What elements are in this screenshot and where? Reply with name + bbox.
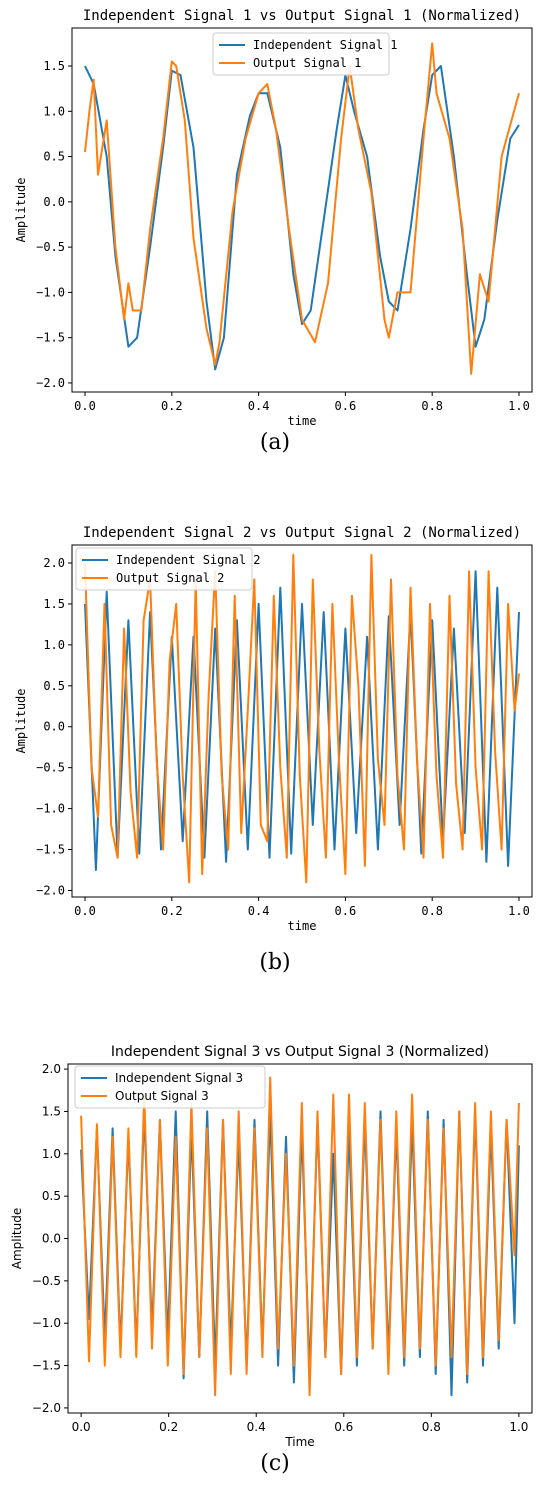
legend-label-b-1: Independent Signal 2 (116, 553, 261, 567)
legend-label-a-1: Independent Signal 1 (253, 38, 398, 52)
y-tick-label-c-2: −1.0 (32, 1316, 61, 1330)
x-tick-label-c-5: 1.0 (509, 1420, 528, 1434)
chart-b: Independent Signal 2 vs Output Signal 2 … (14, 525, 533, 933)
x-tick-label-b-5: 1.0 (508, 904, 530, 918)
x-tick-label-a-1: 0.2 (161, 399, 183, 413)
caption-a: (a) (259, 430, 291, 455)
axes-frame-a (71, 27, 533, 393)
figure-panel-c: Independent Signal 3 vs Output Signal 3 … (0, 1023, 550, 1499)
x-tick-label-a-5: 1.0 (508, 399, 530, 413)
x-axis-label-b: time (288, 919, 317, 933)
axes-frame-b (71, 544, 533, 898)
y-tick-label-b-6: 1.0 (43, 638, 65, 652)
y-tick-label-a-0: −2.0 (36, 376, 65, 390)
figure-panel-a: Independent Signal 1 vs Output Signal 1 … (0, 0, 550, 470)
legend-label-b-2: Output Signal 2 (116, 571, 224, 585)
y-tick-label-a-7: 1.5 (43, 59, 65, 73)
legend-b (75, 547, 253, 591)
y-tick-label-b-1: −1.5 (36, 843, 65, 857)
y-tick-label-b-7: 1.5 (43, 597, 65, 611)
series-line-b-2 (84, 553, 520, 884)
x-tick-label-b-1: 0.2 (161, 904, 183, 918)
x-tick-label-b-0: 0.0 (74, 904, 96, 918)
y-tick-label-c-0: −2.0 (32, 1401, 61, 1415)
x-axis-label-a: time (288, 414, 317, 428)
y-tick-label-b-2: −1.0 (36, 802, 65, 816)
y-axis-label-b: Amplitude (14, 688, 28, 753)
x-axis-label-c: Time (284, 1435, 314, 1449)
y-tick-label-a-4: 0.0 (43, 195, 65, 209)
y-tick-label-a-5: 0.5 (43, 150, 65, 164)
plot-area-b (84, 553, 520, 884)
y-tick-label-a-3: −0.5 (36, 240, 65, 254)
series-line-c-2 (80, 1076, 520, 1397)
y-tick-label-c-7: 1.5 (42, 1104, 61, 1118)
y-tick-label-b-8: 2.0 (43, 556, 65, 570)
chart-c: Independent Signal 3 vs Output Signal 3 … (10, 1044, 533, 1449)
legend-a (212, 32, 390, 76)
x-tick-label-a-0: 0.0 (74, 399, 96, 413)
chart-title-a: Independent Signal 1 vs Output Signal 1 … (83, 8, 521, 24)
y-tick-label-c-6: 1.0 (42, 1147, 61, 1161)
y-tick-label-a-2: −1.0 (36, 285, 65, 299)
x-tick-label-c-3: 0.6 (334, 1420, 353, 1434)
y-tick-label-c-4: 0.0 (42, 1232, 61, 1246)
chart-a: Independent Signal 1 vs Output Signal 1 … (14, 8, 533, 428)
y-tick-label-c-1: −1.5 (32, 1359, 61, 1373)
x-tick-label-b-4: 0.8 (421, 904, 443, 918)
x-tick-label-c-0: 0.0 (72, 1420, 91, 1434)
chart-title-b: Independent Signal 2 vs Output Signal 2 … (83, 525, 521, 541)
y-tick-label-c-5: 0.5 (42, 1189, 61, 1203)
y-tick-label-a-1: −1.5 (36, 331, 65, 345)
caption-b: (b) (259, 950, 291, 975)
series-line-a-1 (84, 65, 520, 371)
y-tick-label-c-8: 2.0 (42, 1062, 61, 1076)
y-tick-label-c-3: −0.5 (32, 1274, 61, 1288)
x-tick-label-b-2: 0.4 (248, 904, 270, 918)
figure-panel-b: Independent Signal 2 vs Output Signal 2 … (0, 503, 550, 983)
x-tick-label-c-1: 0.2 (159, 1420, 178, 1434)
x-tick-label-c-4: 0.8 (422, 1420, 441, 1434)
y-axis-label-a: Amplitude (14, 177, 28, 242)
x-tick-label-a-3: 0.6 (335, 399, 357, 413)
x-tick-label-c-2: 0.4 (247, 1420, 266, 1434)
legend-label-a-2: Output Signal 1 (253, 56, 361, 70)
legend-label-c-1: Independent Signal 3 (115, 1071, 243, 1085)
legend-label-c-2: Output Signal 3 (115, 1089, 209, 1103)
x-tick-label-b-3: 0.6 (335, 904, 357, 918)
y-axis-label-c: Amplitude (10, 1208, 24, 1270)
caption-c: (c) (260, 1451, 290, 1476)
plot-area-a (84, 42, 520, 375)
y-tick-label-b-3: −0.5 (36, 761, 65, 775)
y-tick-label-b-5: 0.5 (43, 679, 65, 693)
legend-c (74, 1065, 266, 1109)
plot-area-c (80, 1076, 520, 1397)
y-tick-label-a-6: 1.0 (43, 104, 65, 118)
x-tick-label-a-2: 0.4 (248, 399, 270, 413)
x-tick-label-a-4: 0.8 (421, 399, 443, 413)
chart-title-c: Independent Signal 3 vs Output Signal 3 … (111, 1044, 489, 1060)
y-tick-label-b-4: 0.0 (43, 720, 65, 734)
y-tick-label-b-0: −2.0 (36, 883, 65, 897)
series-line-a-2 (84, 42, 520, 375)
